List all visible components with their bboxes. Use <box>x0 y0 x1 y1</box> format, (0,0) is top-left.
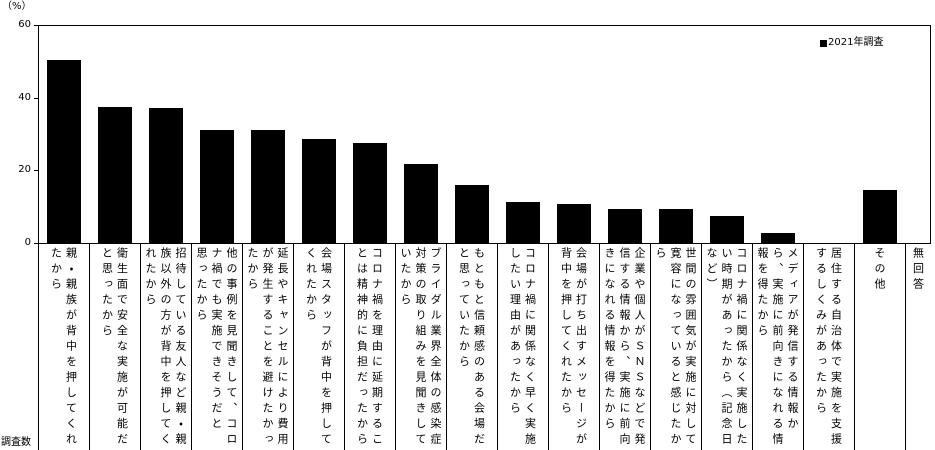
category-divider <box>599 243 600 450</box>
category-divider <box>497 243 498 450</box>
category-cell: 居住する自治体で実施を支援するしくみがあったから <box>803 247 854 449</box>
category-divider <box>752 243 753 450</box>
category-cell: もともと信頼感のある会場だと思っていたから <box>446 247 497 449</box>
y-axis-tick <box>34 25 38 26</box>
category-divider <box>803 243 804 450</box>
bar <box>454 184 489 243</box>
category-label: メディアが発信する情報から、実施に前向きになれる情報を得たから <box>756 247 799 449</box>
survey-count-row-header: 調査数 <box>1 437 31 448</box>
category-cell: 他の事例を見聞きして、コロナ禍でも実施できそうだと思ったから <box>191 247 242 449</box>
category-cell: 衛生面で安全な実施が可能だと思ったから <box>89 247 140 449</box>
bar <box>97 107 132 243</box>
category-divider <box>38 243 39 450</box>
category-cell: その他 <box>854 247 905 449</box>
bar <box>250 130 285 243</box>
bar <box>403 164 438 243</box>
y-axis-tick-label: 40 <box>18 91 31 103</box>
y-axis-tick-label: 60 <box>18 19 31 30</box>
category-label: 会場が打ち出すメッセージが背中を押してくれたから <box>559 247 588 449</box>
y-axis-unit-label: （%） <box>2 1 32 12</box>
bar <box>148 107 183 243</box>
category-divider <box>854 243 855 450</box>
category-divider <box>89 243 90 450</box>
category-label: 他の事例を見聞きして、コロナ禍でも実施できそうだと思ったから <box>195 247 238 449</box>
legend: 2021年調査 <box>820 37 883 49</box>
category-label: 招待している友人など親・親族以外の方が背中を押してくれたから <box>144 247 187 449</box>
category-label: 居住する自治体で実施を支援するしくみがあったから <box>814 247 843 449</box>
category-cell: 会場が打ち出すメッセージが背中を押してくれたから <box>548 247 599 449</box>
plot-area <box>38 25 931 244</box>
category-cell: コロナ禍を理由に延期することは精神的に負担だったから <box>344 247 395 449</box>
bar <box>709 216 744 243</box>
y-axis-tick-label: 20 <box>18 164 31 176</box>
category-label: コロナ禍に関係なく早く実施したい理由があったから <box>508 247 537 449</box>
category-label: 企業や個人がＳＮＳなどで発信する情報から、実施に前向きになれる情報を得たから <box>603 247 646 449</box>
category-cell: ブライダル業界全体の感染症対策の取り組みを見聞きしていたから <box>395 247 446 449</box>
bar <box>862 189 897 243</box>
category-cell: メディアが発信する情報から、実施に前向きになれる情報を得たから <box>752 247 803 449</box>
y-axis-tick <box>34 170 38 171</box>
bar <box>556 204 591 243</box>
category-divider <box>446 243 447 450</box>
category-cell: 会場スタッフが背中を押してくれたから <box>293 247 344 449</box>
legend-swatch <box>820 39 827 47</box>
category-divider <box>701 243 702 450</box>
category-divider <box>905 243 906 450</box>
category-cell: 世間の雰囲気が実施に対して寛容になっていると感じたから <box>650 247 701 449</box>
category-label: その他 <box>873 247 886 294</box>
category-label: 親・親族が背中を押してくれたから <box>49 247 78 449</box>
y-axis-tick <box>34 243 38 244</box>
y-axis-tick-label: 0 <box>24 237 31 248</box>
bar <box>301 139 336 243</box>
bar <box>46 60 81 243</box>
category-label: コロナ禍を理由に延期することは精神的に負担だったから <box>355 247 384 449</box>
category-cell: コロナ禍に関係なく早く実施したい理由があったから <box>497 247 548 449</box>
category-label: 世間の雰囲気が実施に対して寛容になっていると感じたから <box>654 247 697 449</box>
bar <box>607 208 642 243</box>
category-divider <box>650 243 651 450</box>
category-cell: 企業や個人がＳＮＳなどで発信する情報から、実施に前向きになれる情報を得たから <box>599 247 650 449</box>
bar <box>199 130 234 243</box>
category-label: もともと信頼感のある会場だと思っていたから <box>457 247 486 449</box>
category-cell: 無回答 <box>905 247 931 449</box>
category-cell: 親・親族が背中を押してくれたから <box>38 247 89 449</box>
category-label: 無回答 <box>911 247 925 294</box>
bar <box>352 143 387 243</box>
category-divider <box>191 243 192 450</box>
category-label: コロナ禍に関係なく実施したい時期があったから（記念日など） <box>705 247 748 449</box>
category-divider <box>548 243 549 450</box>
y-axis-tick <box>34 98 38 99</box>
category-divider <box>344 243 345 450</box>
legend-label: 2021年調査 <box>828 37 884 48</box>
category-divider <box>242 243 243 450</box>
bar <box>505 201 540 243</box>
bar <box>658 208 693 243</box>
category-cell: コロナ禍に関係なく実施したい時期があったから（記念日など） <box>701 247 752 449</box>
bar <box>760 232 795 243</box>
category-divider <box>293 243 294 450</box>
category-label: ブライダル業界全体の感染症対策の取り組みを見聞きしていたから <box>399 247 442 449</box>
category-divider <box>395 243 396 450</box>
category-label: 衛生面で安全な実施が可能だと思ったから <box>100 247 129 449</box>
category-divider <box>140 243 141 450</box>
category-label: 会場スタッフが背中を押してくれたから <box>304 247 333 449</box>
category-cell: 延長やキャンセルにより費用が発生することを避けたかったから <box>242 247 293 449</box>
category-cell: 招待している友人など親・親族以外の方が背中を押してくれたから <box>140 247 191 449</box>
category-label: 延長やキャンセルにより費用が発生することを避けたかったから <box>246 247 289 449</box>
